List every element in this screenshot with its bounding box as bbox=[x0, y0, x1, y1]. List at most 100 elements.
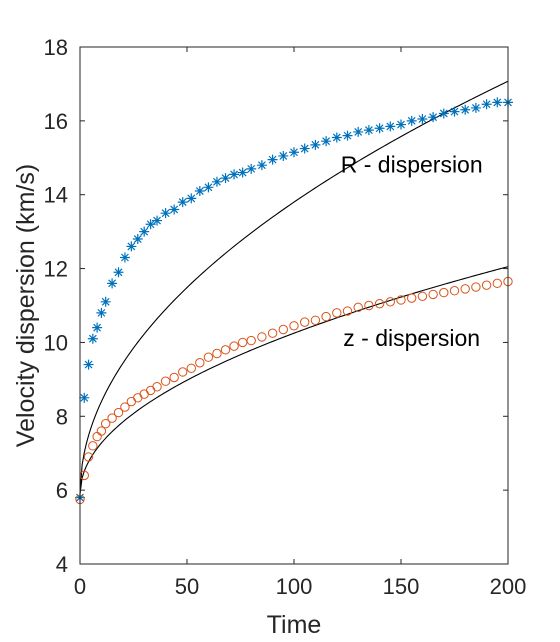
data-point bbox=[449, 286, 460, 296]
data-point bbox=[246, 335, 256, 346]
data-point bbox=[96, 426, 107, 436]
data-point bbox=[229, 169, 240, 180]
data-point bbox=[428, 112, 439, 123]
data-point bbox=[289, 147, 299, 158]
data-point bbox=[92, 322, 103, 333]
data-point bbox=[145, 385, 156, 396]
y-tick-label: 10 bbox=[44, 330, 68, 355]
data-point bbox=[246, 163, 257, 174]
data-point bbox=[342, 306, 353, 316]
data-point bbox=[492, 278, 502, 289]
data-point bbox=[88, 441, 98, 451]
axes-box bbox=[79, 46, 509, 565]
data-point bbox=[342, 130, 353, 141]
data-point bbox=[256, 160, 267, 171]
data-point bbox=[83, 359, 94, 370]
data-point bbox=[194, 186, 205, 197]
data-point bbox=[278, 150, 289, 161]
data-point bbox=[385, 297, 395, 307]
data-point bbox=[267, 154, 278, 165]
data-point bbox=[126, 241, 137, 252]
data-point bbox=[353, 302, 363, 313]
data-point bbox=[396, 119, 406, 130]
series-0 bbox=[75, 97, 513, 503]
data-point bbox=[107, 278, 118, 289]
data-point bbox=[83, 452, 94, 462]
data-point bbox=[212, 348, 222, 359]
fit-curves bbox=[79, 80, 509, 494]
data-point bbox=[438, 108, 449, 119]
data-point bbox=[460, 104, 471, 115]
y-tick-label: 6 bbox=[56, 478, 68, 503]
data-point bbox=[87, 333, 98, 344]
x-tick-label: 0 bbox=[74, 574, 86, 599]
data-point bbox=[178, 367, 188, 377]
data-point bbox=[132, 234, 143, 245]
data-point bbox=[100, 296, 111, 307]
data-point bbox=[374, 298, 385, 309]
data-point bbox=[257, 332, 267, 342]
y-axis-title: Velocity dispersion (km/s) bbox=[12, 164, 40, 447]
x-tick-label: 50 bbox=[175, 574, 199, 599]
y-tick-label: 4 bbox=[56, 552, 68, 577]
data-point bbox=[113, 267, 124, 278]
data-point bbox=[237, 167, 248, 178]
data-series bbox=[75, 97, 513, 505]
data-point bbox=[169, 372, 179, 383]
data-point bbox=[152, 215, 163, 226]
data-point bbox=[492, 97, 503, 108]
y-tick-label: 14 bbox=[44, 183, 68, 208]
data-point bbox=[481, 99, 492, 110]
data-point bbox=[310, 139, 321, 150]
y-tick-label: 12 bbox=[44, 257, 68, 282]
data-point bbox=[470, 102, 481, 113]
data-point bbox=[229, 341, 239, 351]
data-point bbox=[407, 293, 417, 303]
data-point bbox=[96, 307, 107, 318]
data-point bbox=[267, 328, 278, 338]
data-point bbox=[332, 308, 342, 318]
data-point bbox=[406, 115, 417, 126]
data-point bbox=[139, 226, 150, 237]
data-point bbox=[321, 311, 331, 322]
y-axis-ticks: 4 6 8 10 12 14 16 18 bbox=[44, 35, 508, 577]
data-point bbox=[177, 197, 188, 208]
data-point bbox=[439, 287, 449, 298]
data-point bbox=[289, 321, 299, 331]
x-tick-label: 100 bbox=[276, 574, 313, 599]
data-point bbox=[100, 418, 111, 429]
annotation-z-dispersion: z - dispersion bbox=[343, 325, 480, 351]
data-point bbox=[331, 132, 342, 143]
data-point bbox=[417, 291, 428, 301]
data-point bbox=[160, 376, 171, 386]
data-point bbox=[107, 413, 117, 423]
annotation-r-dispersion: R - dispersion bbox=[341, 152, 483, 178]
data-point bbox=[374, 123, 385, 134]
fit-curve-0 bbox=[79, 80, 509, 494]
data-point bbox=[92, 431, 102, 442]
data-point bbox=[310, 315, 321, 325]
data-point bbox=[169, 204, 180, 215]
data-point bbox=[119, 252, 130, 263]
data-point bbox=[278, 324, 288, 335]
x-axis-title: Time bbox=[267, 611, 322, 639]
y-tick-label: 8 bbox=[56, 404, 68, 429]
data-point bbox=[321, 136, 332, 147]
x-tick-label: 150 bbox=[383, 574, 420, 599]
data-point bbox=[160, 208, 171, 219]
data-point bbox=[220, 345, 231, 355]
data-point bbox=[300, 317, 310, 327]
x-tick-label: 200 bbox=[490, 574, 527, 599]
data-point bbox=[363, 125, 374, 136]
data-point bbox=[186, 363, 196, 373]
data-point bbox=[186, 193, 197, 204]
fit-curve-1 bbox=[79, 266, 509, 494]
series-1 bbox=[75, 276, 513, 505]
data-point bbox=[203, 182, 214, 193]
data-point bbox=[220, 173, 231, 184]
data-point bbox=[385, 121, 396, 132]
data-point bbox=[237, 337, 248, 348]
data-point bbox=[396, 295, 406, 305]
data-point bbox=[449, 106, 460, 117]
